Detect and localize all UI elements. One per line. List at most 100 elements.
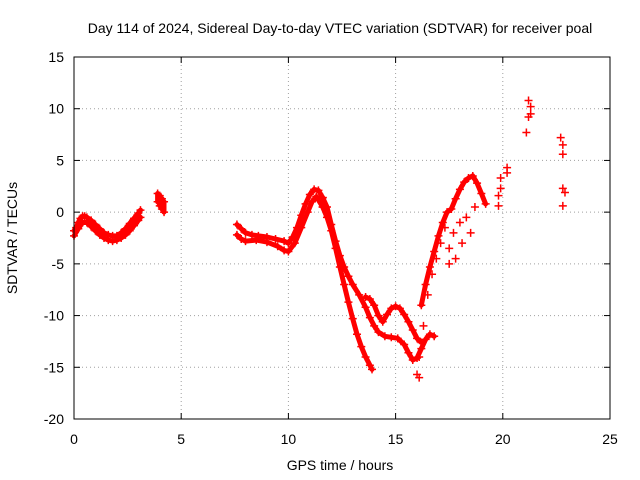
chart-title: Day 114 of 2024, Sidereal Day-to-day VTE… [88,20,592,36]
data-point [303,208,312,217]
data-point [473,179,482,188]
data-point [125,219,134,228]
data-point [353,330,362,339]
data-point [451,194,460,203]
data-point [449,228,458,237]
data-point [404,317,413,326]
data-point [87,222,96,231]
data-point [430,332,439,341]
data-point [340,262,349,271]
data-point [445,244,454,253]
data-point [112,236,121,245]
data-point [160,197,169,206]
data-point [160,208,169,217]
data-point [440,223,449,232]
data-point [455,218,464,227]
data-point [280,246,289,255]
data-point [451,254,460,263]
data-point [395,304,404,313]
data-point [361,292,370,301]
data-point [136,213,145,222]
data-point [415,373,424,382]
data-point [417,338,426,347]
data-point [301,199,310,208]
data-point [117,234,126,242]
data-point [496,184,505,193]
data-point [271,235,280,244]
data-point [82,218,91,227]
data-point [391,302,400,311]
data-point [462,213,471,222]
series-arc-3-lower [232,192,327,256]
data-point [368,365,377,374]
data-point [284,247,293,256]
data-point [331,237,340,246]
data-point [477,189,486,198]
data-point [425,262,434,271]
data-point [526,109,535,118]
data-point [327,220,336,229]
data-point [314,186,323,195]
data-point [443,208,452,217]
x-tick-label: 0 [70,431,78,447]
data-point [380,332,389,341]
x-tick-label: 10 [281,431,297,447]
series-ascent-clusters [415,202,479,361]
data-point [425,330,434,339]
data-point [344,298,353,307]
data-point [558,150,567,159]
data-point [430,247,439,256]
data-point [421,335,430,344]
data-point [445,259,454,268]
plot-frame [73,56,611,420]
series-trace [418,173,489,308]
y-tick-label: -5 [52,256,65,272]
data-point [273,242,282,251]
data-point [417,301,426,310]
data-point [335,251,344,260]
data-point [455,185,464,194]
data-point [125,226,134,235]
data-point [438,218,447,227]
data-point [423,290,432,299]
data-point [470,202,479,211]
data-point [503,163,512,172]
y-tick-label: 5 [56,152,64,168]
data-point [378,317,387,326]
data-point [400,310,409,319]
data-point [458,239,467,248]
data-point [370,321,379,330]
x-tick-label: 25 [602,431,618,447]
data-point [91,226,100,235]
data-point [365,295,374,304]
x-tick-label: 5 [177,431,185,447]
series-ascent [417,171,490,310]
data-point [383,310,392,319]
data-point [307,197,316,206]
data-point [237,224,246,233]
data-point [436,239,445,248]
data-point [121,230,130,239]
data-point [421,280,430,289]
tick-layer: 0 5 10 15 20 25 -20 -15 -10 -5 0 5 10 15 [44,49,618,447]
data-point [241,228,250,237]
y-tick-label: 10 [48,101,64,117]
data-point [494,191,503,200]
data-point [558,140,567,149]
data-point [247,230,256,239]
data-point [312,192,321,201]
data-point [252,236,261,245]
data-layer [70,96,569,382]
y-tick-label: -10 [44,308,64,324]
data-point [130,221,139,230]
data-point [108,237,117,246]
data-point [404,348,413,357]
data-point [136,206,145,215]
x-axis-label: GPS time / hours [287,457,394,473]
series-arc-2 [153,189,169,217]
data-point [432,254,441,263]
data-point [241,237,250,246]
data-point [355,290,364,299]
